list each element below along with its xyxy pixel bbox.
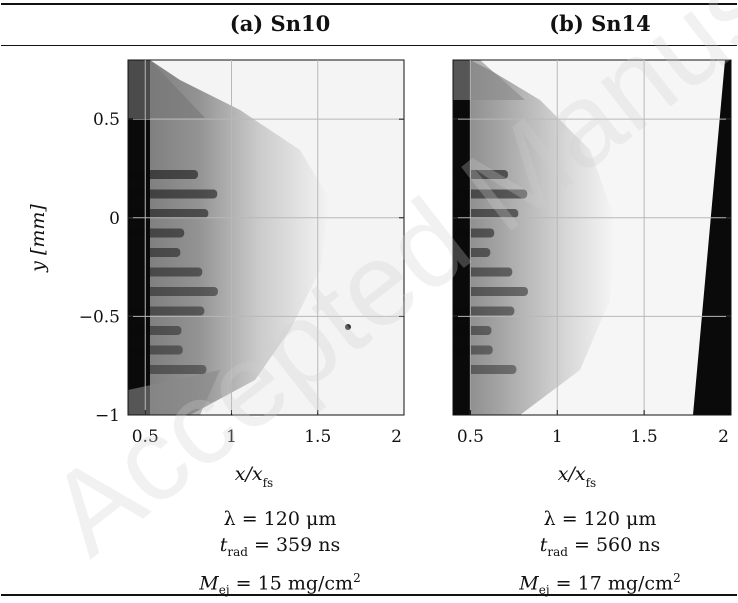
panel-b-stripe-5 bbox=[453, 267, 513, 277]
panel-b-stripe-7 bbox=[453, 306, 515, 316]
panel-a-xtick-label-0: 0.5 bbox=[132, 427, 159, 447]
panel-a-ytick-label-1: 0 bbox=[109, 209, 120, 229]
panel-b-x-axis-label: x/xfs bbox=[558, 463, 596, 490]
panel-b-lambda: λ = 120 μm bbox=[543, 508, 657, 530]
panel-b-stripe-6 bbox=[453, 287, 528, 296]
panel-a-stripe-5 bbox=[128, 267, 203, 277]
panel-a-frame bbox=[127, 59, 405, 416]
panel-a-title: (a) Sn10 bbox=[229, 11, 331, 36]
panel-b-mej: Mej = 17 mg/cm2 bbox=[519, 570, 681, 597]
panel-b-trad: trad = 560 ns bbox=[539, 534, 661, 559]
panel-a-stripe-10 bbox=[128, 365, 207, 374]
y-axis-label: y [mm] bbox=[27, 204, 49, 273]
panel-a-xtick-label-1: 1 bbox=[226, 427, 237, 447]
panel-a-image bbox=[128, 60, 404, 415]
panel-a-params: λ = 120 μm trad = 359 ns Mej = 15 mg/cm2 bbox=[130, 506, 430, 603]
panel-b-stripes bbox=[453, 170, 528, 374]
panel-a-ytick-label-0: 0.5 bbox=[93, 110, 120, 130]
panel-b-stripe-2 bbox=[453, 209, 519, 218]
panel-b-xtick-label-3: 2 bbox=[718, 427, 729, 447]
panel-a-stripe-8 bbox=[128, 326, 182, 335]
panel-a-trad: trad = 359 ns bbox=[219, 534, 341, 559]
panel-a-stripe-0 bbox=[128, 170, 198, 179]
panel-a-stripe-6 bbox=[128, 287, 218, 296]
panel-b-params: λ = 120 μm trad = 560 ns Mej = 17 mg/cm2 bbox=[450, 506, 738, 603]
top-rule bbox=[1, 3, 737, 5]
panel-a-xtick-label-2: 1.5 bbox=[304, 427, 331, 447]
panel-b-xtick-label-1: 1 bbox=[552, 427, 563, 447]
panel-b-stripe-0 bbox=[453, 170, 508, 179]
panel-a-particle bbox=[345, 324, 351, 330]
panel-a-stripe-3 bbox=[128, 228, 185, 238]
panel-b-frame bbox=[452, 59, 732, 416]
panel-a-ytick-label-3: −1 bbox=[95, 406, 120, 426]
panel-b-xtick-label-0: 0.5 bbox=[457, 427, 484, 447]
panel-b-ticks: 0.5 1 1.5 2 bbox=[453, 118, 732, 447]
panel-b-stripe-10 bbox=[453, 365, 517, 374]
panel-b-image bbox=[453, 60, 731, 415]
panel-a-ytick-label-2: −0.5 bbox=[79, 307, 120, 327]
bottom-rule bbox=[1, 594, 737, 596]
panel-b-title: (b) Sn14 bbox=[549, 11, 651, 36]
panel-b-dark-band bbox=[693, 60, 731, 415]
panel-b-stripe-8 bbox=[453, 326, 492, 335]
panel-a-stripe-9 bbox=[128, 345, 183, 355]
panel-b-stripe-3 bbox=[453, 228, 495, 238]
panel-a-stripe-1 bbox=[128, 189, 218, 199]
panel-a-xtick-label-3: 2 bbox=[391, 427, 402, 447]
panel-a-stripe-4 bbox=[128, 248, 181, 257]
header-rule bbox=[1, 45, 737, 46]
panel-a-mej: Mej = 15 mg/cm2 bbox=[199, 570, 361, 597]
panel-a-ticks: 0.5 1 1.5 2 0.5 0 −0.5 −1 bbox=[79, 110, 405, 447]
panel-b-xtick-label-2: 1.5 bbox=[631, 427, 658, 447]
panel-a-stripe-7 bbox=[128, 306, 205, 316]
panel-b-stripe-9 bbox=[453, 345, 493, 355]
panel-a-x-axis-label: x/xfs bbox=[235, 463, 273, 490]
panel-a-stripe-2 bbox=[128, 209, 209, 218]
panel-b-grid bbox=[453, 60, 731, 415]
panel-b-stripe-4 bbox=[453, 248, 491, 257]
panel-a-grid bbox=[128, 60, 404, 415]
panel-b-stripe-1 bbox=[453, 189, 528, 199]
panel-a-lambda: λ = 120 μm bbox=[223, 508, 337, 530]
